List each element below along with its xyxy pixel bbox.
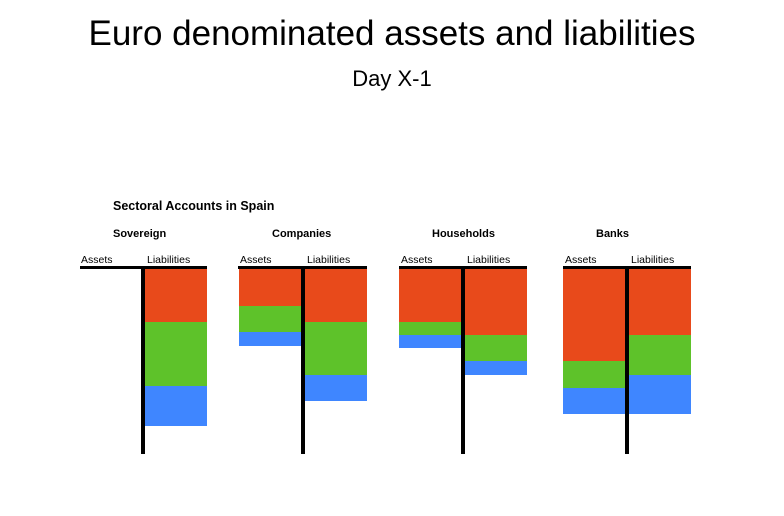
sector-name-companies: Companies	[272, 228, 332, 240]
page-title: Euro denominated assets and liabilities	[88, 14, 696, 53]
asset-block-companies-green	[239, 305, 302, 333]
asset-block-companies-blue	[239, 332, 302, 346]
assets-label-sovereign: Assets	[81, 254, 113, 266]
liability-block-companies-green	[304, 321, 367, 375]
assets-label-banks: Assets	[565, 254, 597, 266]
page-subtitle: Day X-1	[352, 66, 432, 91]
sector-name-households: Households	[432, 228, 495, 240]
asset-block-banks-green	[563, 361, 626, 388]
asset-block-banks-red	[563, 269, 626, 362]
liability-block-households-blue	[464, 361, 527, 375]
liability-block-banks-blue	[628, 374, 691, 415]
asset-block-households-green	[399, 321, 462, 335]
assets-label-companies: Assets	[240, 254, 272, 266]
asset-block-households-blue	[399, 335, 462, 349]
assets-label-households: Assets	[401, 254, 433, 266]
t-account-divider-households	[461, 266, 465, 454]
liability-block-companies-blue	[304, 374, 367, 401]
liability-block-sovereign-blue	[144, 386, 207, 427]
asset-block-households-red	[399, 269, 462, 322]
liabilities-label-households: Liabilities	[467, 254, 511, 266]
sector-name-banks: Banks	[596, 228, 630, 240]
sector-name-sovereign: Sovereign	[113, 228, 167, 240]
liability-block-companies-red	[304, 269, 367, 322]
liabilities-label-companies: Liabilities	[307, 254, 351, 266]
liability-block-banks-green	[628, 335, 691, 375]
liability-block-banks-red	[628, 269, 691, 335]
liabilities-label-banks: Liabilities	[631, 254, 675, 266]
t-account-divider-banks	[625, 266, 629, 454]
liabilities-label-sovereign: Liabilities	[147, 254, 191, 266]
diagram-title: Sectoral Accounts in Spain	[113, 199, 275, 213]
liability-block-sovereign-green	[144, 321, 207, 387]
asset-block-banks-blue	[563, 387, 626, 415]
asset-block-companies-red	[239, 269, 302, 306]
t-account-divider-sovereign	[141, 266, 145, 454]
liability-block-households-red	[464, 269, 527, 335]
liability-block-sovereign-red	[144, 269, 207, 322]
t-account-divider-companies	[301, 266, 305, 454]
liability-block-households-green	[464, 335, 527, 362]
